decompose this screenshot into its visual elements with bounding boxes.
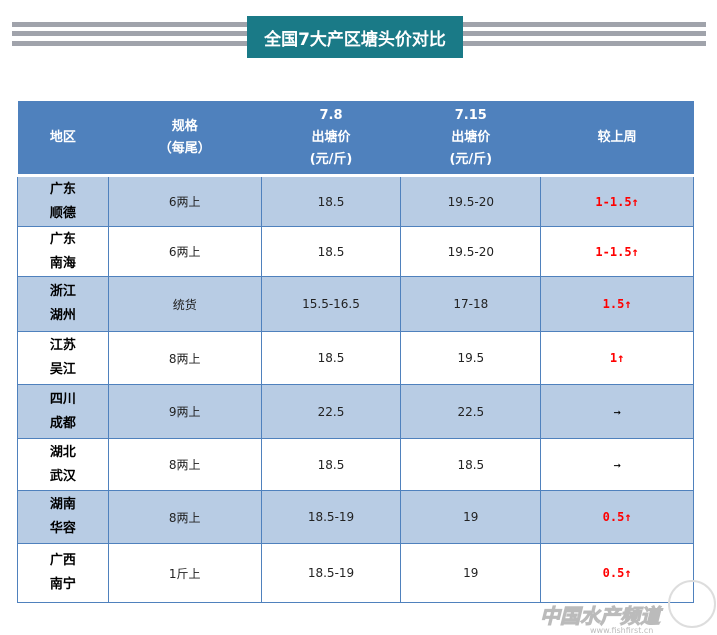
table-row: 四川成都 9两上 22.5 22.5 → — [17, 384, 694, 439]
table-row: 广西南宁 1斤上 18.5-19 19 0.5↑ — [17, 543, 694, 603]
price-7-15-cell: 17-18 — [400, 276, 542, 332]
province: 四川 — [49, 391, 76, 407]
decor-stripe — [12, 31, 247, 36]
province: 湖南 — [49, 497, 76, 512]
price-7-8-cell: 18.5 — [260, 438, 402, 491]
price-7-15-cell: 19.5-20 — [400, 175, 542, 227]
decor-stripe — [462, 41, 706, 46]
region-cell: 四川 成都 — [17, 384, 109, 439]
province: 湖北 — [49, 444, 76, 460]
city: 南宁 — [49, 577, 76, 592]
price-7-15-cell: 18.5 — [400, 438, 542, 491]
decor-stripe — [12, 22, 247, 27]
city: 湖州 — [49, 308, 76, 323]
province: 广东 — [49, 181, 76, 197]
spec-cell: 6两上 — [107, 226, 262, 277]
table-row: 广东南海 6两上 18.5 19.5-20 1-1.5↑ — [17, 226, 694, 277]
header-change: 较上周 — [540, 101, 694, 177]
city: 顺德 — [49, 205, 76, 221]
change-cell: 1-1.5↑ — [540, 226, 694, 277]
spec-cell: 9两上 — [107, 384, 262, 439]
price-7-15-cell: 19.5-20 — [400, 226, 542, 277]
price-7-8-cell: 15.5-16.5 — [260, 276, 402, 332]
spec-cell: 8两上 — [107, 438, 262, 491]
header-line: (元/斤) — [449, 151, 493, 167]
watermark: 中国水产频道 — [540, 604, 661, 628]
header-line: 7.8 — [319, 107, 343, 123]
decor-stripe — [462, 22, 706, 27]
price-7-15-cell: 19 — [400, 543, 542, 603]
header-spec-line: （每尾） — [158, 140, 211, 156]
change-cell: 1-1.5↑ — [540, 175, 694, 227]
header-spec-line: 规格 — [171, 118, 198, 134]
watermark-url: www.fishfirst.cn — [590, 626, 654, 635]
spec-cell: 1斤上 — [107, 543, 262, 603]
price-7-8-cell: 18.5-19 — [260, 490, 402, 544]
region-cell: 湖南 华容 — [17, 490, 109, 544]
province: 江苏 — [49, 338, 76, 353]
table-row: 浙江湖州 统货 15.5-16.5 17-18 1.5↑ — [17, 276, 694, 332]
decor-stripe — [462, 31, 706, 36]
price-7-15-cell: 19 — [400, 490, 542, 544]
header-spec: 规格 （每尾） — [108, 101, 262, 177]
price-7-8-cell: 18.5 — [260, 175, 402, 227]
region-cell: 浙江 湖州 — [17, 276, 109, 332]
header-date1: 7.8 出塘价 (元/斤) — [261, 101, 401, 177]
change-cell: 1.5↑ — [540, 276, 694, 332]
header-row: 地区 规格 （每尾） 7.8 出塘价 (元/斤) 7.15 出塘价 (元/斤) 较上周 — [17, 101, 694, 177]
price-7-15-cell: 19.5 — [400, 331, 542, 385]
header-line: 7.15 — [454, 107, 487, 123]
watermark-globe-icon — [668, 580, 716, 628]
city: 华容 — [49, 521, 76, 536]
header-region: 地区 — [17, 101, 109, 177]
header-date2: 7.15 出塘价 (元/斤) — [400, 101, 541, 177]
price-table: 地区 规格 （每尾） 7.8 出塘价 (元/斤) 7.15 出塘价 (元/斤) 较上周 广… — [17, 101, 694, 603]
region-cell: 广东 南海 — [17, 226, 109, 277]
region-cell: 广西 南宁 — [17, 543, 109, 603]
price-7-8-cell: 18.5 — [260, 226, 402, 277]
price-7-15-cell: 22.5 — [400, 384, 542, 439]
province: 广东 — [49, 231, 76, 247]
header-line: 出塘价 — [451, 129, 491, 145]
decor-stripe — [12, 41, 247, 46]
city: 南海 — [49, 255, 76, 271]
change-cell: 0.5↑ — [540, 490, 694, 544]
spec-cell: 6两上 — [107, 175, 262, 227]
change-cell: 0.5↑ — [540, 543, 694, 603]
province: 浙江 — [49, 284, 76, 299]
city: 武汉 — [49, 468, 76, 484]
change-cell: 1↑ — [540, 331, 694, 385]
spec-cell: 8两上 — [107, 490, 262, 544]
price-7-8-cell: 18.5 — [260, 331, 402, 385]
region-cell: 江苏 吴江 — [17, 331, 109, 385]
city: 成都 — [49, 415, 76, 431]
header-line: (元/斤) — [309, 151, 353, 167]
region-cell: 湖北 武汉 — [17, 438, 109, 491]
spec-cell: 8两上 — [107, 331, 262, 385]
price-7-8-cell: 22.5 — [260, 384, 402, 439]
change-cell: → — [540, 438, 694, 491]
page-title: 全国7大产区塘头价对比 — [247, 16, 463, 58]
table-row: 江苏吴江 8两上 18.5 19.5 1↑ — [17, 331, 694, 385]
city: 吴江 — [49, 362, 76, 377]
province: 广西 — [49, 553, 76, 568]
spec-cell: 统货 — [107, 276, 262, 332]
region-cell: 广东 顺德 — [17, 175, 109, 227]
table-row: 湖北武汉 8两上 18.5 18.5 → — [17, 438, 694, 491]
change-cell: → — [540, 384, 694, 439]
table-row: 广东顺德 6两上 18.5 19.5-20 1-1.5↑ — [17, 175, 694, 227]
table-row: 湖南华容 8两上 18.5-19 19 0.5↑ — [17, 490, 694, 544]
price-7-8-cell: 18.5-19 — [260, 543, 402, 603]
header-line: 出塘价 — [311, 129, 351, 145]
